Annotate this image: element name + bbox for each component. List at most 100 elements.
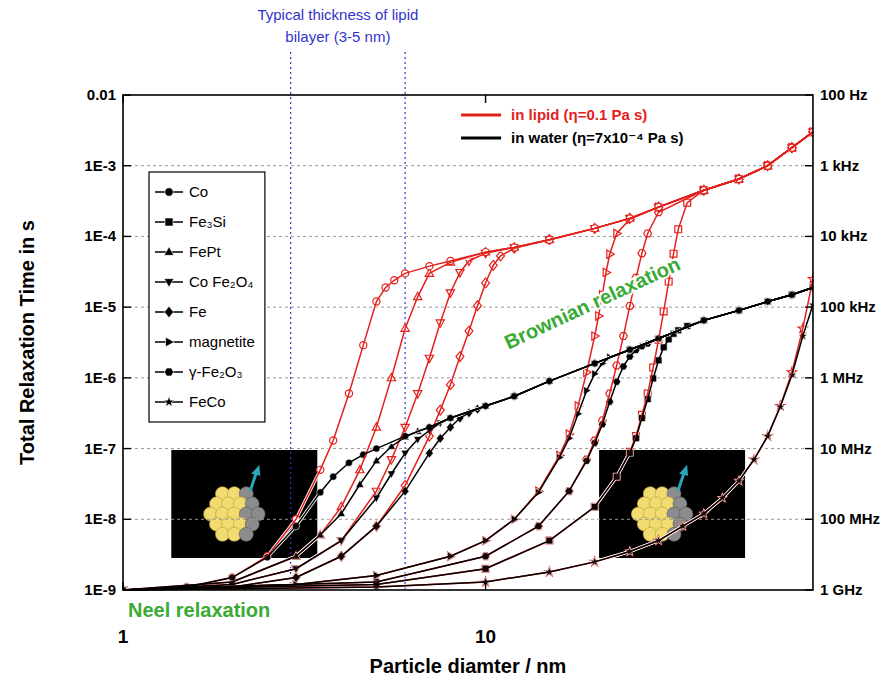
series [123,128,813,590]
line-halo [123,132,813,590]
y-tick [123,165,131,166]
y-tick [123,377,131,378]
series-line [123,287,813,590]
legend-marker [164,368,173,376]
x-axis-title: Particle diamter / nm [370,655,567,677]
series-line [123,287,813,590]
y-tick-label: 1E-4 [84,227,116,244]
line-halo [123,132,813,590]
y2-tick-label: 1 MHz [820,369,863,386]
line-halo [123,132,813,590]
series-line [123,287,813,590]
series-line [123,287,813,590]
series [123,127,813,590]
legend-label: Co [189,183,208,200]
legend-label: magnetite [189,333,255,350]
y2-tick-label: 10 kHz [820,227,868,244]
y-tick [123,589,131,590]
y-tick-label: 1E-9 [84,581,116,598]
x-tick [122,582,123,590]
legend-label: FePt [189,243,222,260]
legend-box [149,172,265,422]
y-tick [123,448,131,449]
series-line [123,132,813,590]
y2-tick-label: 100 kHz [820,298,876,315]
y2-tick-label: 1 GHz [820,581,863,598]
annotation-line: Typical thickness of lipid [257,6,418,23]
legend-marker [165,188,173,196]
grid-line [123,448,813,449]
y-tick-label: 1E-5 [84,298,116,315]
y-tick-label: 0.01 [87,86,116,103]
y2-tick [805,377,813,378]
y2-tick-label: 100 MHz [820,510,880,527]
y2-tick [805,165,813,166]
legend-marker [164,396,175,406]
legend-label: Co Fe₂O₄ [189,273,253,290]
series [123,127,813,590]
series-line [123,287,813,590]
series-line [123,132,813,590]
inset-background [171,450,317,558]
medium-legend-label: in lipid (η=0.1 Pa s) [511,106,647,123]
series-line [123,132,813,590]
series-line [123,132,813,590]
legend-marker [164,247,174,256]
y-tick [123,94,131,95]
y2-tick [805,448,813,449]
y2-tick [805,589,813,590]
legend-label: γ-Fe₂O₃ [189,363,243,380]
line-halo [123,132,813,590]
medium-legend-line [461,114,501,117]
y-tick-label: 1E-8 [84,510,116,527]
annotation-line: bilayer (3-5 nm) [285,28,390,45]
legend-marker [165,218,173,226]
legend-label: FeCo [189,393,226,410]
grid-line [123,165,813,166]
legend-marker [166,337,175,347]
legend-marker [164,279,174,288]
legend: Co Fe₃Si FePt Co Fe₂O₄ Fe magnetite γ-Fe₂O₃ FeC… [149,172,265,422]
y-axis-title: Total Relaxation Time in s [16,220,38,465]
x-tick-label: 10 [475,626,496,647]
atom [239,527,253,541]
spin-arrow [250,473,256,491]
spin-arrow [678,473,684,491]
reference-line [405,52,406,590]
series [123,129,813,590]
series-line [123,132,813,590]
legend-label: Fe₃Si [189,213,226,230]
y-tick [123,519,131,520]
y2-tick [805,236,813,237]
grid-line [123,519,813,520]
y-tick-label: 1E-7 [84,440,116,457]
y-tick [123,236,131,237]
annotation: Typical thickness of lipid bilayer (3-5 n… [257,6,418,45]
line-halo [123,132,813,590]
y-tick-label: 1E-3 [84,157,116,174]
series [123,129,813,590]
y-tick-label: 1E-6 [84,369,116,386]
legend-label: Fe [189,303,207,320]
y2-tick [805,519,813,520]
x-tick [122,95,123,103]
x-tick-label: 1 [118,626,129,647]
plot-frame [123,95,813,590]
medium-legend-label: in water (η=7x10⁻⁴ Pa s) [511,129,684,146]
series-line [123,132,813,590]
y-tick [123,306,131,307]
particle-inset [171,450,317,558]
y2-tick-label: 10 MHz [820,440,872,457]
y2-tick [805,94,813,95]
series-line [123,132,813,590]
series [123,129,813,590]
spin-arrow-head [679,465,688,476]
spin-arrow-head [251,465,260,476]
series-line [123,287,813,590]
series-line [123,287,813,590]
annotation: Brownian relaxation [501,253,684,354]
series-line [123,305,813,590]
legend-marker [164,306,173,317]
annotation: Neel relaxation [128,599,270,621]
chart: Typical thickness of lipid bilayer (3-5 n… [0,0,891,684]
